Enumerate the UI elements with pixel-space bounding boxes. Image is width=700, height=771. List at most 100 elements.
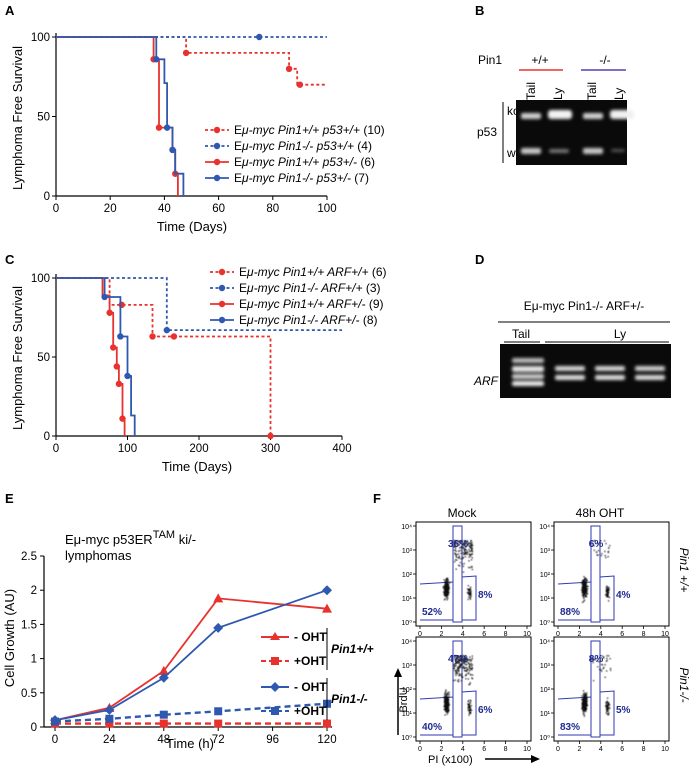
flow-dot bbox=[582, 587, 584, 589]
flow-dot bbox=[601, 553, 603, 555]
flow-dot bbox=[453, 668, 455, 670]
series-marker-1 bbox=[149, 333, 156, 340]
flow-plot-3: 10⁴ 10³ 10² 10¹ 10⁰ 0 2 4 6 8 10 47% 40% 6% bbox=[401, 636, 532, 753]
flow-x-tick-label: 2 bbox=[577, 631, 581, 638]
flow-x-tick-label: 0 bbox=[418, 746, 422, 753]
flow-x-tick-label: 4 bbox=[461, 746, 465, 753]
flow-dot bbox=[448, 694, 450, 696]
flow-dot bbox=[464, 548, 466, 550]
flow-dot bbox=[582, 592, 584, 594]
flow-dot bbox=[465, 664, 467, 666]
flow-dot bbox=[468, 703, 470, 705]
flow-y-tick-label: 10² bbox=[540, 572, 551, 579]
flow-dot bbox=[448, 591, 450, 593]
flow-dot bbox=[446, 589, 448, 592]
flow-dot bbox=[463, 666, 465, 668]
flow-dot bbox=[458, 543, 460, 545]
flow-dot bbox=[444, 591, 447, 593]
flow-dot bbox=[465, 659, 467, 661]
panel-d-gel-image bbox=[500, 344, 671, 398]
flow-dot bbox=[463, 550, 465, 552]
flow-dot bbox=[461, 540, 463, 542]
flow-dot bbox=[444, 595, 446, 597]
legend-count: (3) bbox=[363, 281, 381, 295]
flow-pct-g2: 8% bbox=[478, 590, 493, 601]
flow-dot bbox=[581, 582, 583, 585]
flow-dot bbox=[446, 709, 448, 711]
flow-dot bbox=[458, 679, 460, 681]
panel-a-legend: Eμ-myc Pin1+/+ p53+/+ (10)Eμ-myc Pin1-/-… bbox=[205, 123, 385, 185]
flow-dot bbox=[596, 660, 599, 662]
legend-marker-2 bbox=[213, 142, 221, 150]
flow-dot bbox=[606, 587, 608, 589]
legend-genotype: -myc Pin1+/+ ARF+/- bbox=[254, 297, 366, 311]
flow-dot bbox=[458, 658, 460, 660]
flow-plot-2: 10⁴ 10³ 10² 10¹ 10⁰ 0 2 4 6 8 10 6% 88% 4% bbox=[539, 521, 670, 638]
flow-dot bbox=[468, 542, 470, 544]
panel-e-title-sup: TAM bbox=[153, 529, 175, 541]
flow-dot bbox=[582, 705, 584, 707]
flow-dot bbox=[458, 673, 460, 675]
flow-dot bbox=[462, 557, 464, 560]
flow-y-tick-label: 10² bbox=[402, 572, 413, 579]
legend-prefix: E bbox=[239, 313, 247, 327]
legend-label-2: Eμ-myc Pin1-/- p53+/+ (4) bbox=[234, 139, 372, 153]
flow-dot bbox=[458, 665, 460, 668]
panel-d-letter: D bbox=[475, 252, 484, 267]
flow-dot bbox=[469, 598, 472, 600]
flow-dot bbox=[456, 662, 458, 664]
y-tick-label: 100 bbox=[31, 32, 50, 44]
series-marker-4 bbox=[153, 56, 160, 63]
flow-dot bbox=[454, 561, 456, 563]
flow-dot bbox=[455, 662, 457, 664]
flow-dot bbox=[446, 594, 448, 596]
flow-dot bbox=[584, 583, 586, 585]
series-line-3 bbox=[56, 36, 179, 196]
legend-mu: μ bbox=[241, 123, 249, 137]
flow-dot bbox=[605, 543, 607, 545]
flow-dot bbox=[444, 700, 447, 703]
flow-dot bbox=[610, 669, 612, 671]
flow-dot bbox=[446, 588, 448, 590]
flow-dot bbox=[456, 672, 458, 674]
series-marker-4 bbox=[124, 372, 131, 380]
flow-dot bbox=[584, 703, 586, 705]
flow-dot bbox=[455, 550, 457, 552]
flow-dot bbox=[470, 700, 472, 702]
flow-dot bbox=[467, 707, 469, 709]
flow-dot bbox=[455, 541, 457, 544]
flow-dot bbox=[466, 656, 468, 658]
flow-dot bbox=[606, 595, 608, 597]
flow-dot bbox=[457, 660, 459, 662]
flow-x-tick-label: 2 bbox=[439, 746, 443, 753]
flow-gate-g2 bbox=[599, 575, 615, 621]
flow-dot bbox=[607, 589, 609, 591]
flow-dot bbox=[465, 655, 467, 657]
flow-dot bbox=[453, 665, 455, 667]
flow-dot bbox=[456, 669, 458, 671]
y-tick-label: 2 bbox=[31, 585, 37, 597]
flow-y-tick-label: 10¹ bbox=[540, 711, 551, 718]
legend-count: (7) bbox=[351, 171, 369, 185]
legend-triangle-marker bbox=[270, 632, 280, 640]
flow-dot bbox=[454, 656, 456, 659]
panel-e-legend-minus-oht-1: - OHT bbox=[294, 630, 327, 644]
flow-dot bbox=[458, 555, 461, 557]
flow-dot bbox=[471, 655, 473, 657]
panel-b-lane-2: Ly bbox=[551, 88, 565, 100]
series-marker-3 bbox=[110, 344, 117, 351]
flow-dot bbox=[582, 596, 584, 598]
flow-dot bbox=[470, 674, 472, 676]
panel-e-title-line2: lymphomas bbox=[65, 548, 132, 563]
legend-label-3: Eμ-myc Pin1+/+ p53+/- (6) bbox=[234, 155, 375, 169]
flow-dot bbox=[605, 589, 607, 591]
flow-dot bbox=[445, 586, 447, 588]
flow-dot bbox=[453, 549, 456, 551]
flow-dot bbox=[459, 664, 461, 666]
flow-dot bbox=[460, 680, 462, 682]
flow-dot bbox=[454, 542, 456, 545]
flow-dot bbox=[471, 665, 473, 667]
flow-dot bbox=[465, 553, 467, 555]
legend-mu: μ bbox=[241, 171, 249, 185]
flow-dot bbox=[466, 551, 469, 553]
